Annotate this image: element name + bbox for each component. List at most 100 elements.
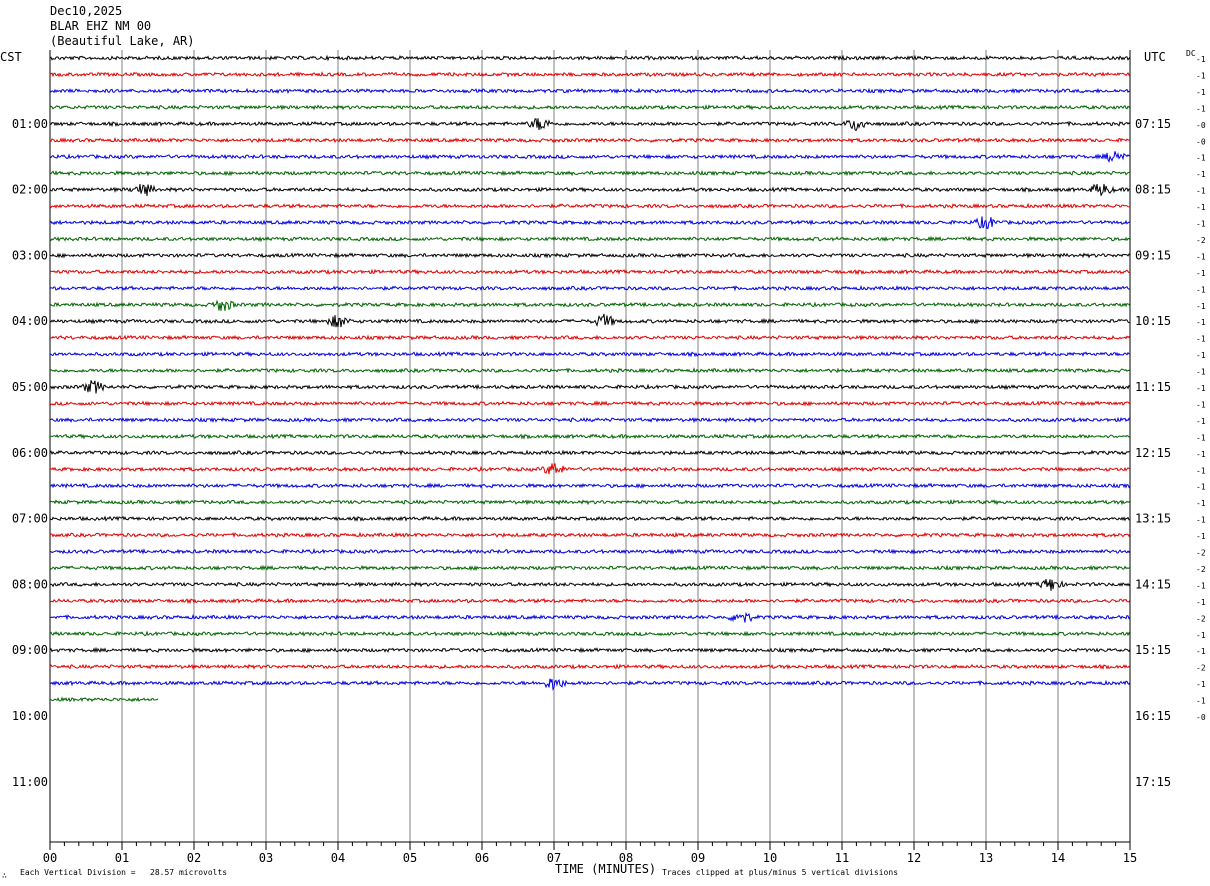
seismic-trace [49, 151, 1131, 163]
left-hour-labels: 01:00 02:00 03:00 04:00 05:00 06:00 07:00 08:00… [12, 117, 48, 789]
dc-offset-label: -2 [1196, 565, 1206, 574]
x-tick-label: 08 [619, 851, 633, 865]
x-tick-label: 09 [691, 851, 705, 865]
seismic-trace [49, 202, 1130, 210]
right-hour-label: 14:15 [1135, 577, 1171, 591]
seismic-trace [49, 268, 1131, 276]
seismic-trace [49, 678, 1131, 691]
right-hour-label: 12:15 [1135, 446, 1171, 460]
x-axis-title: TIME (MINUTES) [555, 862, 657, 876]
header-station: BLAR EHZ NM 00 [50, 19, 152, 33]
seismic-trace [49, 216, 1131, 229]
x-tick-label: 05 [403, 851, 417, 865]
left-hour-label: 01:00 [12, 117, 48, 131]
seismic-trace [49, 597, 1131, 605]
seismic-trace [49, 334, 1131, 341]
dc-header-label: DC [1186, 49, 1196, 58]
seismic-trace [49, 498, 1131, 506]
seismic-trace [49, 183, 1131, 197]
dc-offset-label: -1 [1196, 170, 1206, 179]
seismic-trace [49, 71, 1131, 78]
seismic-trace [49, 87, 1131, 95]
dc-offset-label: -1 [1196, 499, 1206, 508]
x-tick-label: 01 [115, 851, 129, 865]
dc-offset-label: -2 [1196, 236, 1206, 245]
dc-offset-label: -0 [1196, 137, 1206, 146]
seismic-trace [49, 299, 1131, 311]
dc-offset-label: -1 [1196, 368, 1206, 377]
header-date: Dec10,2025 [50, 4, 123, 18]
dc-offset-label: -2 [1196, 549, 1206, 558]
seismic-trace [49, 579, 1131, 591]
seismic-trace [49, 663, 1131, 671]
dc-offset-label: -1 [1196, 631, 1206, 640]
left-hour-label: 06:00 [12, 446, 48, 460]
dc-offset-label: -1 [1196, 351, 1206, 360]
x-tick-label: 11 [835, 851, 849, 865]
dc-offset-label: -1 [1196, 71, 1206, 80]
right-hour-label: 15:15 [1135, 643, 1171, 657]
x-tick-label: 02 [187, 851, 201, 865]
dc-offset-label: -1 [1196, 532, 1206, 541]
header-location: (Beautiful Lake, AR) [50, 34, 195, 48]
dc-offset-labels: -1 -1 -1 -1 -0 -0 -1 -1 -1 -1 -1 -2 -1 -1 -1 -1 -1 -1 -1 -1… [1196, 55, 1206, 722]
left-hour-label: 05:00 [12, 380, 48, 394]
dc-offset-label: -1 [1196, 220, 1206, 229]
dc-offset-label: -0 [1196, 121, 1206, 130]
x-tick-label: 04 [331, 851, 345, 865]
dc-offset-label: -1 [1196, 384, 1206, 393]
right-hour-label: 16:15 [1135, 709, 1171, 723]
dc-offset-label: -1 [1196, 433, 1206, 442]
right-hour-label: 09:15 [1135, 248, 1171, 262]
seismic-trace [49, 313, 1131, 328]
left-hour-label: 02:00 [12, 183, 48, 197]
seismic-trace [49, 54, 1131, 62]
seismic-trace [49, 169, 1131, 177]
seismic-trace [49, 564, 1131, 572]
dc-offset-label: -1 [1196, 318, 1206, 327]
dc-offset-label: -1 [1196, 417, 1206, 426]
right-hour-label: 07:15 [1135, 117, 1171, 131]
seismic-traces [49, 54, 1131, 703]
seismic-trace [49, 482, 1131, 489]
dc-offset-label: -1 [1196, 450, 1206, 459]
dc-offset-label: -1 [1196, 187, 1206, 196]
seismic-trace [49, 696, 159, 703]
seismic-trace [49, 646, 1131, 654]
left-hour-label: 09:00 [12, 643, 48, 657]
right-hour-label: 11:15 [1135, 380, 1171, 394]
left-hour-label: 10:00 [12, 709, 48, 723]
dc-offset-label: -1 [1196, 104, 1206, 113]
x-tick-label: 13 [979, 851, 993, 865]
seismic-trace [49, 630, 1131, 637]
dc-offset-label: -1 [1196, 483, 1206, 492]
dc-offset-label: -1 [1196, 466, 1206, 475]
dc-offset-label: -1 [1196, 252, 1206, 261]
seismic-trace [49, 252, 1131, 259]
seismic-trace [49, 104, 1131, 111]
seismic-trace [49, 531, 1131, 539]
dc-offset-label: -1 [1196, 285, 1206, 294]
seismic-trace [49, 118, 1131, 132]
dc-offset-label: -1 [1196, 400, 1206, 409]
left-hour-label: 03:00 [12, 248, 48, 262]
dc-offset-label: -1 [1196, 697, 1206, 706]
seismic-trace [49, 284, 1131, 292]
seismic-trace [49, 235, 1131, 243]
left-timezone-label: CST [0, 50, 22, 64]
right-hour-label: 17:15 [1135, 775, 1171, 789]
dc-offset-label: -0 [1196, 713, 1206, 722]
x-tick-label: 07 [547, 851, 561, 865]
x-tick-label: 03 [259, 851, 273, 865]
dc-offset-label: -1 [1196, 647, 1206, 656]
right-hour-labels: 07:15 08:15 09:15 10:15 11:15 12:15 13:15 14:15… [1135, 117, 1171, 789]
dc-offset-label: -1 [1196, 516, 1206, 525]
dc-offset-label: -1 [1196, 680, 1206, 689]
x-axis-ticks: 00 01 02 03 04 05 06 07 08 09 10 11 12 13 14 15 [43, 842, 1137, 865]
seismic-trace [49, 416, 1131, 424]
dc-offset-label: -1 [1196, 154, 1206, 163]
seismic-trace [49, 400, 1131, 407]
seismic-trace [49, 548, 1131, 555]
x-tick-label: 10 [763, 851, 777, 865]
